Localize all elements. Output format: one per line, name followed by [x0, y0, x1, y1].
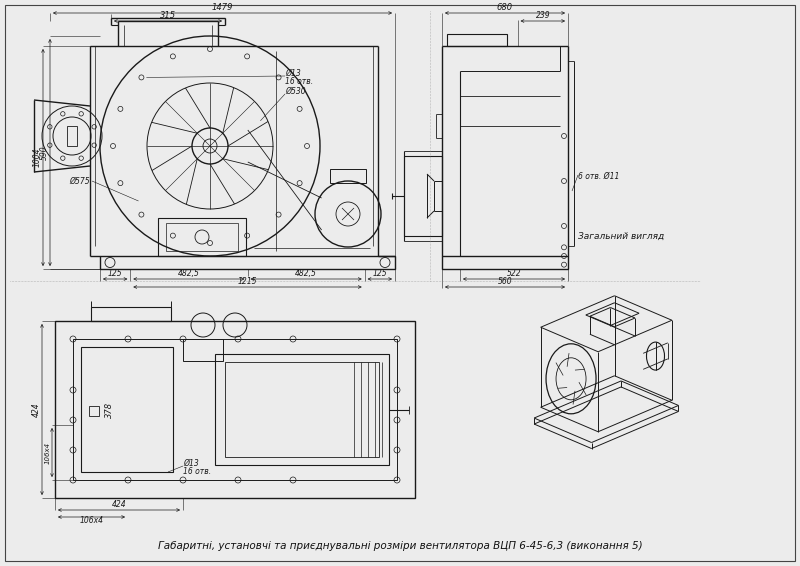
Bar: [89, 405, 99, 415]
Bar: [73, 339, 397, 480]
Text: 16 отв.: 16 отв.: [285, 77, 313, 86]
Text: Ø13: Ø13: [285, 69, 301, 78]
Text: 378: 378: [105, 401, 114, 418]
Text: 6 отв. Ø11: 6 отв. Ø11: [578, 171, 619, 181]
Bar: [404, 156, 442, 236]
Text: Ø530: Ø530: [285, 87, 306, 96]
Text: 590: 590: [40, 145, 49, 160]
Text: 106х4: 106х4: [45, 441, 51, 464]
Bar: [225, 362, 379, 457]
Bar: [447, 34, 507, 46]
Bar: [91, 307, 171, 321]
Bar: [442, 256, 568, 269]
Text: Ø13: Ø13: [183, 459, 198, 468]
Bar: [81, 347, 173, 472]
Bar: [55, 321, 415, 498]
Text: Габаритні, установчі та приєднувальні розміри вентилятора ВЦП 6-45-6,3 (виконанн: Габаритні, установчі та приєднувальні ро…: [158, 541, 642, 551]
Bar: [183, 339, 223, 361]
Text: 315: 315: [160, 11, 176, 20]
Text: 106х4: 106х4: [79, 516, 103, 525]
Text: 680: 680: [497, 3, 513, 12]
Bar: [100, 256, 395, 269]
Text: Загальний вигляд: Загальний вигляд: [578, 231, 664, 241]
Bar: [215, 354, 389, 465]
Text: 424: 424: [32, 402, 41, 417]
Bar: [67, 126, 77, 146]
Text: 16 отв.: 16 отв.: [183, 467, 211, 476]
Bar: [166, 223, 238, 251]
Text: 125: 125: [373, 269, 387, 278]
Text: 1004: 1004: [33, 148, 42, 167]
Text: 482,5: 482,5: [178, 269, 200, 278]
Text: 424: 424: [112, 500, 126, 509]
Text: 522: 522: [506, 269, 522, 278]
Text: 1215: 1215: [238, 277, 258, 286]
Text: 1479: 1479: [212, 3, 234, 12]
Text: Ø575: Ø575: [70, 177, 90, 186]
Text: 239: 239: [535, 11, 550, 20]
Bar: [158, 218, 246, 256]
Text: 125: 125: [108, 269, 122, 278]
Text: 560: 560: [498, 277, 512, 286]
Text: 482,5: 482,5: [295, 269, 317, 278]
Bar: [330, 169, 366, 183]
